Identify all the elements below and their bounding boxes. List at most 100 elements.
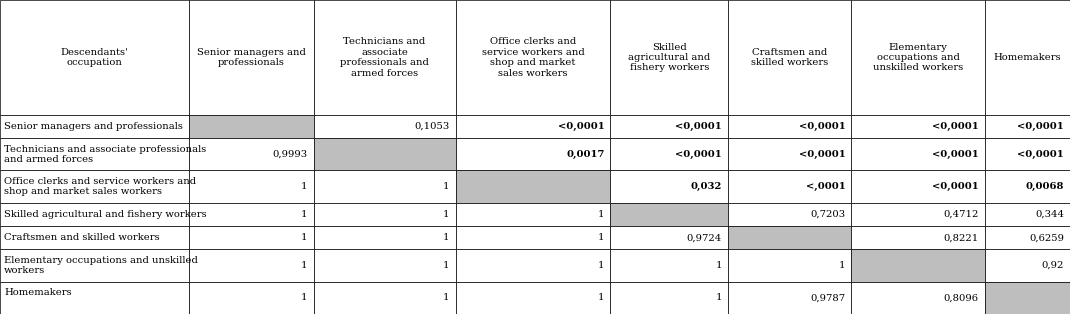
Bar	[456, 138, 611, 171]
Text: Senior managers and professionals: Senior managers and professionals	[4, 122, 183, 131]
Text: <0,0001: <0,0001	[557, 122, 605, 131]
Bar	[984, 138, 1070, 171]
Bar	[456, 226, 611, 249]
Text: 1: 1	[301, 293, 307, 302]
Bar	[728, 226, 852, 249]
Text: 0,9787: 0,9787	[810, 293, 845, 302]
Bar	[984, 203, 1070, 226]
Text: Elementary
occupations and
unskilled workers: Elementary occupations and unskilled wor…	[873, 42, 963, 72]
Bar	[0, 171, 189, 203]
Text: 1: 1	[598, 210, 605, 219]
Text: <0,0001: <0,0001	[675, 150, 722, 159]
Bar	[0, 249, 189, 282]
Bar	[852, 0, 984, 115]
Text: 1: 1	[301, 182, 307, 191]
Bar	[728, 249, 852, 282]
Bar	[852, 249, 984, 282]
Bar	[852, 138, 984, 171]
Text: Office clerks and
service workers and
shop and market
sales workers: Office clerks and service workers and sh…	[482, 37, 584, 78]
Text: 1: 1	[598, 293, 605, 302]
Bar	[189, 171, 314, 203]
Text: 0,9724: 0,9724	[687, 233, 722, 242]
Text: 1: 1	[443, 210, 449, 219]
Bar	[189, 138, 314, 171]
Bar	[456, 171, 611, 203]
Bar	[728, 171, 852, 203]
Bar	[0, 0, 189, 115]
Text: Homemakers: Homemakers	[994, 53, 1061, 62]
Text: 1: 1	[598, 261, 605, 270]
Text: <0,0001: <0,0001	[932, 150, 979, 159]
Bar	[852, 171, 984, 203]
Bar	[456, 0, 611, 115]
Bar	[456, 282, 611, 314]
Text: <0,0001: <0,0001	[1018, 122, 1064, 131]
Text: 0,8096: 0,8096	[944, 293, 979, 302]
Bar	[314, 115, 456, 138]
Text: 0,8221: 0,8221	[944, 233, 979, 242]
Bar	[0, 282, 189, 314]
Bar	[314, 282, 456, 314]
Bar	[456, 249, 611, 282]
Text: 1: 1	[443, 233, 449, 242]
Text: Skilled agricultural and fishery workers: Skilled agricultural and fishery workers	[4, 210, 207, 219]
Bar	[314, 138, 456, 171]
Text: Technicians and
associate
professionals and
armed forces: Technicians and associate professionals …	[340, 37, 429, 78]
Text: 1: 1	[301, 233, 307, 242]
Text: 0,92: 0,92	[1041, 261, 1064, 270]
Text: 1: 1	[716, 293, 722, 302]
Bar	[456, 203, 611, 226]
Bar	[852, 282, 984, 314]
Bar	[728, 203, 852, 226]
Text: Technicians and associate professionals
and armed forces: Technicians and associate professionals …	[4, 145, 207, 164]
Bar	[611, 0, 728, 115]
Text: 1: 1	[443, 261, 449, 270]
Bar	[852, 226, 984, 249]
Text: Skilled
agricultural and
fishery workers: Skilled agricultural and fishery workers	[628, 42, 710, 72]
Text: 0,9993: 0,9993	[273, 150, 307, 159]
Bar	[611, 249, 728, 282]
Bar	[728, 138, 852, 171]
Text: 0,1053: 0,1053	[414, 122, 449, 131]
Bar	[984, 282, 1070, 314]
Text: Descendants'
occupation: Descendants' occupation	[61, 48, 128, 67]
Bar	[852, 203, 984, 226]
Text: 0,6259: 0,6259	[1029, 233, 1064, 242]
Text: <0,0001: <0,0001	[798, 122, 845, 131]
Text: <,0001: <,0001	[806, 182, 845, 191]
Bar	[314, 171, 456, 203]
Bar	[314, 249, 456, 282]
Text: Homemakers: Homemakers	[4, 288, 72, 307]
Text: <0,0001: <0,0001	[932, 182, 979, 191]
Text: Craftsmen and
skilled workers: Craftsmen and skilled workers	[751, 48, 828, 67]
Text: 0,344: 0,344	[1035, 210, 1064, 219]
Bar	[189, 249, 314, 282]
Bar	[189, 226, 314, 249]
Bar	[611, 171, 728, 203]
Text: 0,0017: 0,0017	[566, 150, 605, 159]
Bar	[984, 226, 1070, 249]
Text: 0,4712: 0,4712	[944, 210, 979, 219]
Text: <0,0001: <0,0001	[798, 150, 845, 159]
Bar	[611, 115, 728, 138]
Bar	[611, 203, 728, 226]
Bar	[984, 0, 1070, 115]
Bar	[189, 203, 314, 226]
Text: 0,0068: 0,0068	[1026, 182, 1064, 191]
Text: Office clerks and service workers and
shop and market sales workers: Office clerks and service workers and sh…	[4, 177, 196, 196]
Bar	[456, 115, 611, 138]
Bar	[728, 282, 852, 314]
Text: 1: 1	[301, 261, 307, 270]
Bar	[984, 171, 1070, 203]
Bar	[0, 203, 189, 226]
Bar	[611, 226, 728, 249]
Text: 1: 1	[443, 293, 449, 302]
Bar	[189, 115, 314, 138]
Text: 0,032: 0,032	[690, 182, 722, 191]
Bar	[189, 282, 314, 314]
Text: 1: 1	[301, 210, 307, 219]
Text: <0,0001: <0,0001	[932, 122, 979, 131]
Text: 0,7203: 0,7203	[810, 210, 845, 219]
Bar	[314, 0, 456, 115]
Bar	[852, 115, 984, 138]
